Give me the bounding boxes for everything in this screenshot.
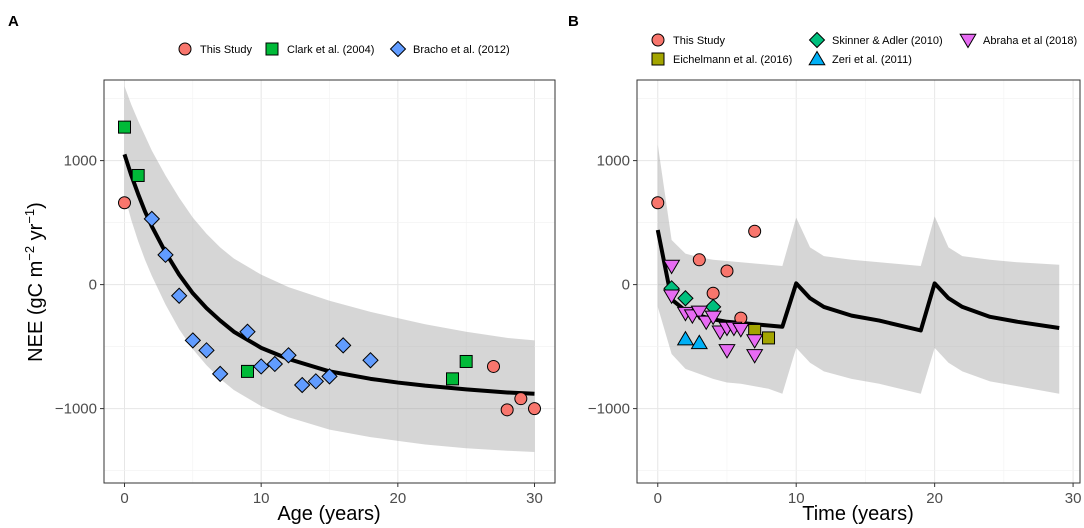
data-point: [500, 403, 514, 417]
plot-border-a: [103, 79, 556, 484]
data-point: [718, 344, 736, 359]
x-tick-label: 10: [253, 490, 270, 507]
y-axis-title-a: NEE (gC m−2 yr−1): [22, 202, 47, 362]
data-point: [239, 323, 256, 340]
y-tick-label: −1000: [55, 401, 97, 418]
legend-label: Clark et al. (2004): [287, 44, 374, 56]
y-title-sup: −2: [22, 246, 37, 261]
legend-label: Abraha et al (2018): [983, 35, 1077, 47]
x-axis-title-a: Age (years): [277, 503, 380, 525]
data-point: [143, 210, 161, 228]
data-point: [362, 352, 379, 369]
data-point: [690, 305, 708, 321]
panel-a: A This Study Clark et al. (2004) Bracho et…: [8, 13, 556, 525]
y-tick-label: 0: [89, 277, 97, 294]
legend-label: This Study: [673, 35, 725, 47]
legend-b: This Study Eichelmann et al. (2016) Skinne…: [651, 31, 1077, 66]
legend-key: [178, 42, 192, 56]
data-point: [118, 120, 131, 134]
data-point: [704, 310, 722, 326]
data-point: [157, 246, 174, 264]
data-point: [131, 168, 145, 182]
y-tick-label: −1000: [588, 401, 630, 418]
data-point: [662, 289, 681, 305]
legend-key: [959, 33, 977, 49]
panel-label-b: B: [568, 13, 579, 30]
y-tick-label: 1000: [597, 153, 630, 170]
data-point: [676, 330, 695, 346]
data-point: [118, 196, 131, 210]
plot-border-b: [636, 79, 1081, 484]
x-tick-label: 10: [788, 490, 805, 507]
data-point: [307, 373, 325, 390]
legend-key: [808, 31, 826, 49]
data-point: [514, 392, 528, 406]
legend-key: [389, 40, 407, 58]
y-title-sup2: −1: [22, 209, 37, 224]
legend-label: Skinner & Adler (2010): [832, 35, 943, 47]
data-points-b: [651, 196, 776, 364]
tick-labels-b: 0 10 20 30 −1000 0 1000: [588, 153, 1082, 507]
data-point: [211, 365, 229, 383]
data-point: [170, 287, 188, 304]
data-point: [446, 372, 459, 386]
x-tick-label: 20: [926, 490, 943, 507]
x-axis-title-b: Time (years): [802, 503, 913, 525]
y-title-mid: yr: [25, 223, 47, 246]
legend-key: [265, 42, 279, 56]
data-point: [334, 337, 352, 354]
data-point: [720, 264, 734, 278]
legend-key: [651, 33, 665, 47]
tick-labels-a: 0 10 20 30 −1000 0 1000: [55, 153, 543, 507]
x-tick-label: 0: [120, 490, 128, 507]
data-point: [252, 358, 270, 375]
y-tick-label: 1000: [64, 153, 97, 170]
legend-label: Bracho et al. (2012): [413, 44, 510, 56]
legend-key: [651, 52, 665, 66]
data-point: [321, 368, 338, 385]
panel-b: B This Study Eichelmann et al. (2016) Skin…: [568, 13, 1081, 525]
x-tick-label: 30: [526, 490, 543, 507]
data-point: [241, 364, 254, 378]
data-point: [677, 290, 694, 307]
data-point: [662, 259, 681, 275]
x-tick-label: 20: [389, 490, 406, 507]
data-point: [745, 334, 764, 349]
data-point: [184, 332, 202, 349]
panel-label-a: A: [8, 13, 19, 30]
data-point: [745, 349, 764, 364]
data-point: [690, 334, 708, 350]
data-point: [762, 331, 776, 345]
data-point: [459, 354, 473, 368]
plot-area-b: [636, 79, 1081, 484]
data-point: [748, 224, 762, 238]
legend-key: [808, 50, 826, 66]
x-tick-label: 0: [654, 490, 662, 507]
data-point: [487, 359, 500, 373]
legend-label: This Study: [200, 44, 252, 56]
y-tick-label: 0: [622, 277, 630, 294]
data-point: [706, 286, 720, 300]
confidence-band: [124, 86, 535, 452]
data-point: [692, 253, 706, 267]
data-point: [528, 402, 541, 416]
y-title-end: ): [25, 202, 47, 209]
model-line-a: [122, 153, 535, 396]
data-point: [651, 196, 665, 210]
grid-a: [104, 80, 555, 483]
x-tick-label: 30: [1065, 490, 1082, 507]
data-points-a: [118, 120, 541, 417]
y-title-main: NEE (gC m: [25, 261, 47, 362]
confidence-band-a: [124, 86, 535, 452]
data-point: [266, 355, 284, 373]
legend-label: Eichelmann et al. (2016): [673, 54, 792, 66]
data-point: [293, 376, 311, 394]
data-point: [280, 347, 297, 364]
data-point: [198, 342, 215, 359]
legend-a: This Study Clark et al. (2004) Bracho et a…: [178, 40, 510, 58]
data-point: [732, 323, 750, 338]
legend-label: Zeri et al. (2011): [832, 54, 912, 66]
model-line: [122, 153, 535, 396]
